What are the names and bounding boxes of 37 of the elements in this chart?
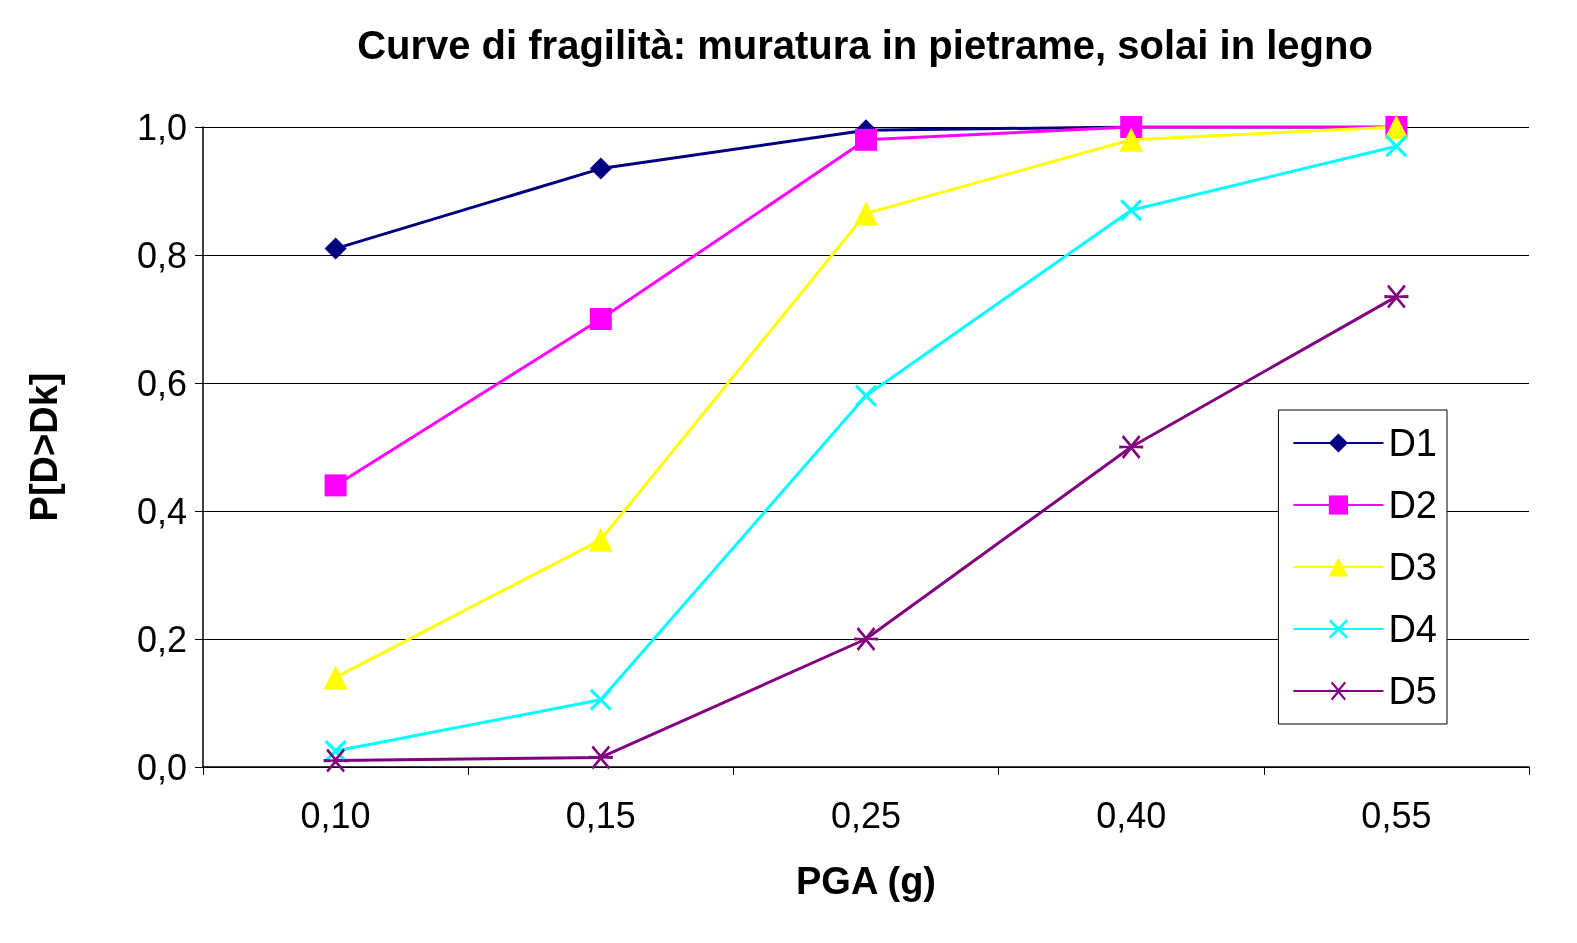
point xyxy=(324,474,347,497)
chart-title: Curve di fragilità: muratura in pietrame, solai in legno xyxy=(357,23,1373,67)
legend-label: D2 xyxy=(1388,484,1437,526)
point xyxy=(1120,199,1143,222)
legend-label: D4 xyxy=(1388,608,1437,650)
y-tick-label: 0,2 xyxy=(136,618,187,660)
point xyxy=(588,745,613,770)
x-tick-label: 0,15 xyxy=(565,794,636,836)
point xyxy=(589,688,612,711)
legend-label: D3 xyxy=(1388,546,1437,588)
point xyxy=(1384,284,1409,309)
point xyxy=(589,157,612,180)
point xyxy=(323,665,348,690)
legend-label: D1 xyxy=(1388,422,1437,464)
point xyxy=(855,128,877,151)
x-tick-label: 0,55 xyxy=(1361,794,1432,836)
x-tick-label: 0,25 xyxy=(830,794,902,836)
legend-label: D5 xyxy=(1388,670,1437,712)
y-tick-label: 0,4 xyxy=(136,490,187,532)
y-tick-label: 1,0 xyxy=(136,106,187,148)
point xyxy=(1385,135,1408,158)
point xyxy=(323,748,348,773)
point xyxy=(589,308,612,330)
y-tick-label: 0,6 xyxy=(136,362,187,404)
y-tick-label: 0,0 xyxy=(136,746,187,788)
x-tick-label: 0,40 xyxy=(1096,794,1167,836)
point xyxy=(854,201,878,226)
x-axis-title: PGA (g) xyxy=(795,860,937,902)
point xyxy=(1119,127,1144,152)
x-tick-label: 0,10 xyxy=(300,794,371,836)
point xyxy=(855,384,877,407)
point xyxy=(854,627,878,651)
point xyxy=(324,237,347,260)
y-axis-title: P[D>Dk] xyxy=(23,372,65,522)
point xyxy=(588,527,613,552)
y-tick-label: 0,8 xyxy=(136,234,187,276)
point xyxy=(1119,435,1144,459)
